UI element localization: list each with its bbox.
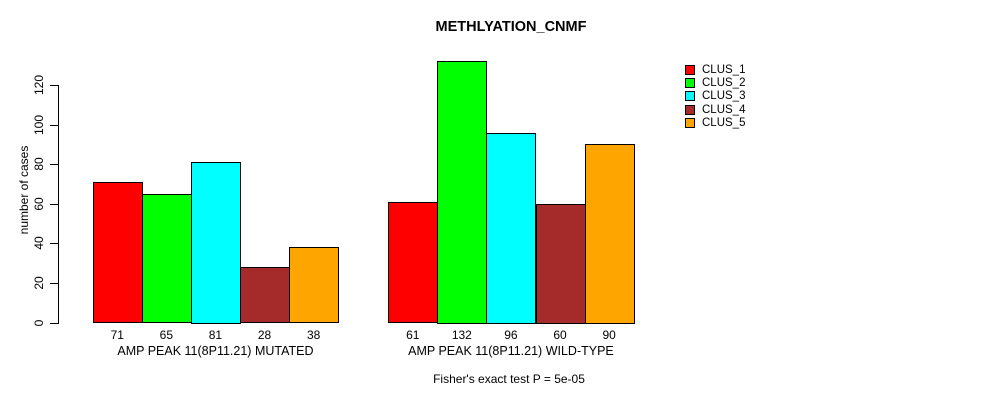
legend-item-label: CLUS_3: [702, 90, 746, 103]
bar-CLUS_1-group2: [388, 201, 439, 324]
bar-CLUS_5-group2: [584, 144, 635, 324]
caption: Fisher's exact test P = 5e-05: [433, 372, 585, 386]
y-tick-label: 120: [32, 74, 46, 96]
bar-value-label: 132: [451, 328, 472, 342]
y-tick: [50, 124, 58, 126]
bar-value-label: 96: [504, 328, 518, 342]
y-tick-label: 0: [32, 319, 46, 326]
legend-item: CLUS_1: [685, 63, 745, 76]
bar-CLUS_3-group1: [190, 162, 241, 324]
x-axis-group-label: AMP PEAK 11(8P11.21) MUTATED: [117, 344, 314, 358]
y-tick-label: 20: [32, 276, 46, 290]
legend-item: CLUS_3: [685, 90, 745, 103]
bar-value-label: 61: [406, 328, 420, 342]
bar-CLUS_2-group1: [141, 193, 192, 324]
bar-CLUS_4-group1: [240, 267, 291, 324]
legend-swatch-CLUS_1: [685, 64, 695, 75]
y-tick: [50, 85, 58, 86]
bar-value-label: 60: [553, 328, 567, 342]
y-tick-label: 60: [32, 197, 46, 211]
bar-value-label: 71: [110, 328, 124, 342]
legend-item: CLUS_2: [685, 76, 745, 89]
bar-value-label: 90: [602, 328, 616, 342]
y-tick: [50, 203, 58, 205]
legend-swatch-CLUS_5: [685, 117, 695, 128]
bar-CLUS_1-group1: [92, 181, 143, 324]
legend-item-label: CLUS_1: [702, 63, 746, 76]
legend-item-label: CLUS_2: [702, 76, 746, 89]
legend-item: CLUS_5: [685, 116, 745, 129]
y-tick: [50, 243, 58, 245]
bar-value-label: 81: [208, 328, 223, 342]
legend-swatch-CLUS_2: [685, 77, 695, 88]
y-tick-label: 80: [32, 157, 46, 171]
y-tick-label: 100: [32, 114, 46, 135]
legend-item-label: CLUS_5: [702, 116, 746, 129]
bar-CLUS_3-group2: [486, 132, 537, 324]
bar-CLUS_4-group2: [535, 203, 586, 324]
legend-item: CLUS_4: [685, 103, 745, 116]
legend-item-label: CLUS_4: [702, 103, 746, 116]
y-axis-title: number of cases: [17, 145, 31, 235]
bar-value-label: 28: [257, 328, 272, 342]
bar-CLUS_2-group2: [437, 61, 488, 324]
legend-swatch-CLUS_4: [685, 104, 695, 115]
y-tick: [50, 164, 58, 166]
bar-CLUS_5-group1: [289, 247, 340, 324]
y-tick: [50, 322, 58, 324]
legend: CLUS_1 CLUS_2 CLUS_3 CLUS_4 CLUS_5: [685, 63, 745, 129]
legend-swatch-CLUS_3: [685, 91, 695, 102]
bar-value-label: 65: [159, 328, 174, 342]
y-tick-label: 40: [32, 236, 46, 251]
x-axis-group-label: AMP PEAK 11(8P11.21) WILD-TYPE: [408, 344, 614, 358]
y-axis-line: [57, 85, 59, 324]
bar-value-label: 38: [306, 328, 321, 342]
y-tick: [50, 282, 58, 284]
chart-title: METHLYATION_CNMF: [435, 19, 587, 35]
